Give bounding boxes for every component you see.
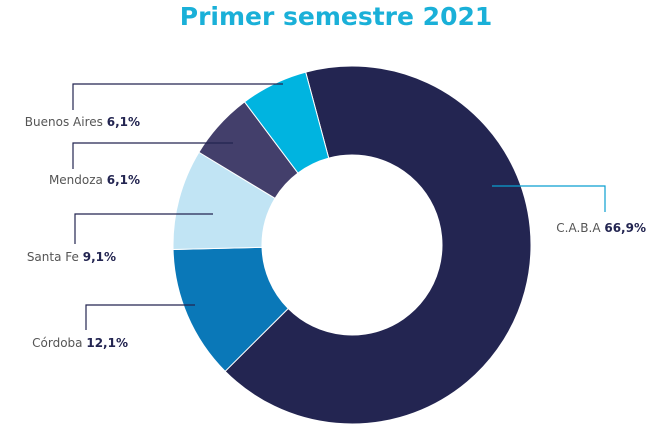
category-name: Córdoba [32, 336, 82, 350]
value-label: 66,9% [604, 221, 646, 235]
chart-title: Primer semestre 2021 [180, 2, 493, 31]
leader-line [72, 83, 283, 110]
leader-line [72, 142, 233, 169]
value-label: 6,1% [107, 173, 140, 187]
category-name: Santa Fe [27, 250, 79, 264]
category-name: C.A.B.A [556, 221, 601, 235]
category-name: Mendoza [49, 173, 103, 187]
leader-line [85, 304, 195, 330]
slice-label: Santa Fe 9,1% [27, 250, 116, 264]
slice-label: Mendoza 6,1% [49, 173, 140, 187]
donut-slice [224, 65, 532, 425]
value-label: 6,1% [107, 115, 140, 129]
value-label: 9,1% [83, 250, 116, 264]
slice-label: Córdoba 12,1% [32, 336, 128, 350]
value-label: 12,1% [86, 336, 128, 350]
slice-label: Buenos Aires 6,1% [25, 115, 140, 129]
donut-slice [243, 71, 330, 174]
leader-line [74, 213, 213, 244]
category-name: Buenos Aires [25, 115, 103, 129]
leader-line [492, 185, 606, 212]
slice-label: C.A.B.A 66,9% [556, 221, 646, 235]
